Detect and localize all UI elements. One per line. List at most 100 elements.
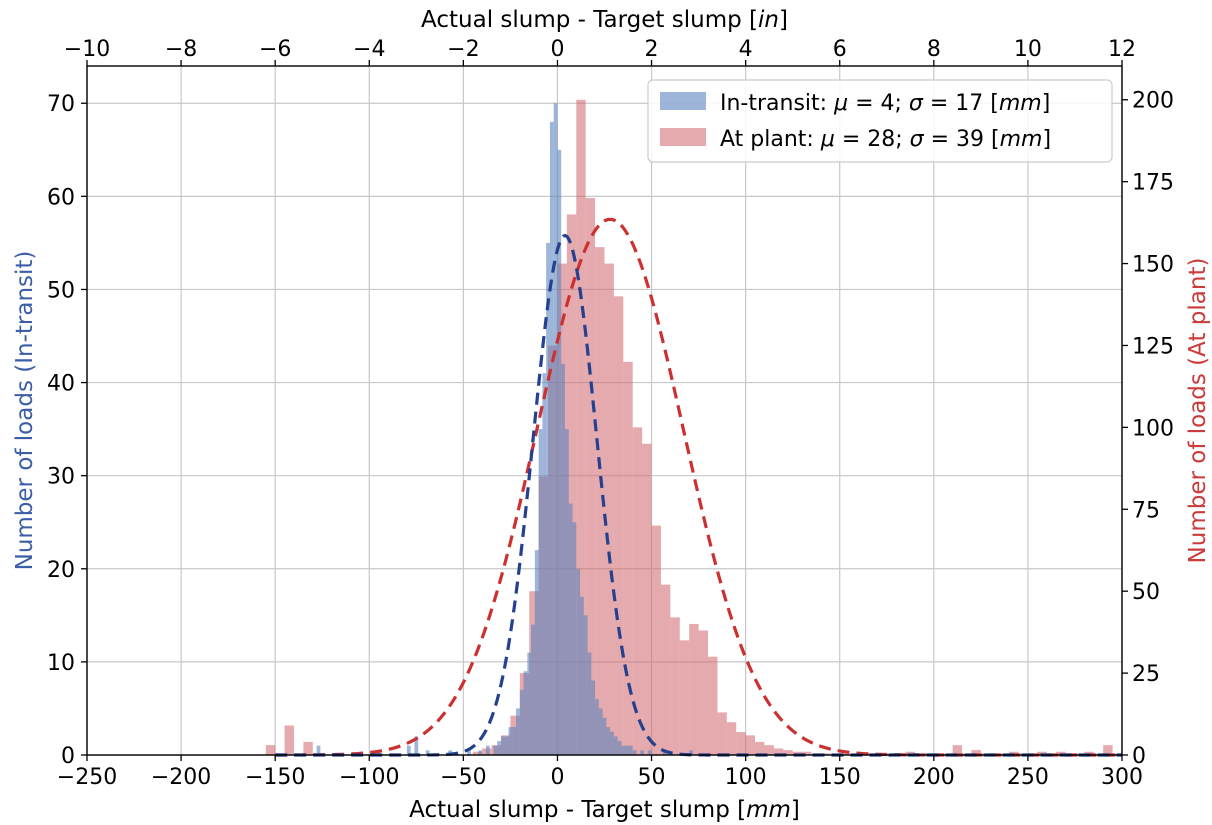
histogram-bar — [839, 753, 850, 755]
histogram-bar — [485, 745, 490, 755]
in-transit-legend-swatch — [660, 92, 706, 110]
at-plant-legend-label: At plant: μ = 28; σ = 39 [mm] — [720, 127, 1051, 152]
histogram-bar — [670, 617, 680, 755]
histogram-bar — [952, 745, 963, 755]
x-tick-label-top: 2 — [645, 37, 659, 62]
histogram-bar — [406, 745, 411, 755]
y-axis-left-ticks: 0 10 20 30 40 50 60 70 — [47, 92, 87, 769]
histogram-bar — [632, 750, 637, 755]
histogram-bar — [1009, 751, 1019, 755]
y-tick-label-left: 10 — [47, 651, 75, 676]
y-tick-label-left: 40 — [47, 372, 75, 397]
x-axis-label-bottom: Actual slump - Target slump [mm] — [409, 797, 800, 823]
x-tick-label-bottom: 150 — [819, 765, 861, 790]
histogram-bar — [493, 745, 498, 755]
histogram-bar — [625, 745, 629, 755]
legend-box — [647, 79, 1113, 163]
histogram-bar — [576, 568, 581, 755]
y-axis-label-right: Number of loads (At plant) — [1185, 258, 1211, 564]
histogram-bar — [303, 741, 313, 755]
histogram-bar — [501, 736, 505, 755]
histogram-bar — [905, 751, 915, 755]
x-tick-label-bottom: 0 — [550, 765, 564, 790]
histogram-bar — [606, 727, 611, 755]
y-tick-label-left: 70 — [47, 92, 75, 117]
histogram-bar — [265, 745, 276, 755]
histogram-bar — [764, 745, 774, 755]
histogram-bar — [546, 242, 550, 756]
histogram-bar — [598, 708, 603, 755]
histogram-bar — [583, 615, 588, 755]
histogram-bar — [512, 727, 517, 755]
x-tick-label-bottom: −250 — [57, 765, 117, 790]
histogram-bar — [617, 741, 622, 755]
histogram-bar — [553, 103, 558, 756]
histogram-bar — [623, 361, 633, 755]
y-tick-label-right: 125 — [1132, 334, 1174, 359]
y-tick-label-right: 200 — [1132, 89, 1174, 114]
x-tick-label-top: 8 — [927, 37, 941, 62]
histogram-bar — [662, 750, 667, 755]
histogram-bar — [613, 736, 618, 755]
x-tick-label-top: 4 — [739, 37, 753, 62]
x-tick-label-bottom: −50 — [440, 765, 486, 790]
histogram-bar — [642, 443, 652, 755]
x-tick-label-top: 10 — [1014, 37, 1042, 62]
histogram-bar — [516, 708, 520, 755]
y-tick-label-left: 30 — [47, 465, 75, 490]
histogram-bar — [519, 689, 524, 755]
histogram-bar — [538, 429, 543, 755]
histogram-bar — [755, 741, 765, 755]
histogram-bar — [497, 741, 501, 755]
at-plant-histogram — [265, 99, 1113, 756]
y-tick-label-left: 50 — [47, 278, 75, 303]
y-tick-label-right: 25 — [1132, 662, 1160, 687]
histogram-bar — [557, 149, 562, 755]
histogram-bar — [508, 727, 513, 755]
histogram-bar — [1103, 745, 1113, 755]
histogram-bar — [1056, 751, 1066, 755]
histogram-bar — [542, 373, 547, 755]
x-tick-label-bottom: −200 — [151, 765, 211, 790]
histogram-bar — [613, 296, 624, 755]
histogram-bar — [561, 363, 565, 755]
y-tick-label-right: 175 — [1132, 171, 1174, 196]
x-tick-label-bottom: 250 — [1007, 765, 1049, 790]
in-transit-legend-label: In-transit: μ = 4; σ = 17 [mm] — [720, 91, 1050, 116]
x-tick-label-top: −8 — [165, 37, 197, 62]
histogram-bar — [802, 751, 812, 755]
histogram-bar — [745, 735, 756, 755]
x-axis-bottom-ticks: −250 −200 −150 −100 −50 0 50 100 150 200 250 300 — [57, 755, 1143, 790]
histogram-bar — [1084, 751, 1094, 755]
histogram-bar — [773, 748, 784, 755]
histogram-bar — [708, 656, 718, 755]
x-tick-label-bottom: 100 — [725, 765, 767, 790]
histogram-bar — [425, 750, 430, 755]
x-tick-label-bottom: 50 — [638, 765, 666, 790]
histogram-bar — [971, 750, 981, 755]
histogram-bar — [632, 427, 643, 755]
histogram-bar — [820, 753, 831, 755]
x-tick-label-top: 6 — [833, 37, 847, 62]
histogram-bar — [566, 214, 577, 756]
histogram-bar — [591, 680, 596, 755]
histogram-bar — [585, 198, 596, 756]
histogram-bar — [549, 121, 554, 755]
histogram-bar — [478, 750, 483, 755]
histogram-bar — [621, 745, 626, 755]
x-tick-label-top: −10 — [64, 37, 110, 62]
histogram-bar — [1037, 751, 1047, 755]
y-tick-label-left: 20 — [47, 558, 75, 583]
histogram-bar — [689, 623, 699, 755]
histogram-bar — [467, 750, 471, 755]
x-tick-label-bottom: −150 — [245, 765, 305, 790]
histogram-bar — [726, 722, 737, 755]
histogram-bar — [604, 263, 614, 755]
axis-labels: Actual slump - Target slump [mm] Actual s… — [12, 7, 1211, 823]
histogram-bar — [316, 745, 321, 755]
histogram-bar — [523, 671, 528, 755]
x-tick-label-top: −6 — [259, 37, 291, 62]
x-tick-label-bottom: 300 — [1101, 765, 1143, 790]
x-tick-label-bottom: 200 — [913, 765, 955, 790]
